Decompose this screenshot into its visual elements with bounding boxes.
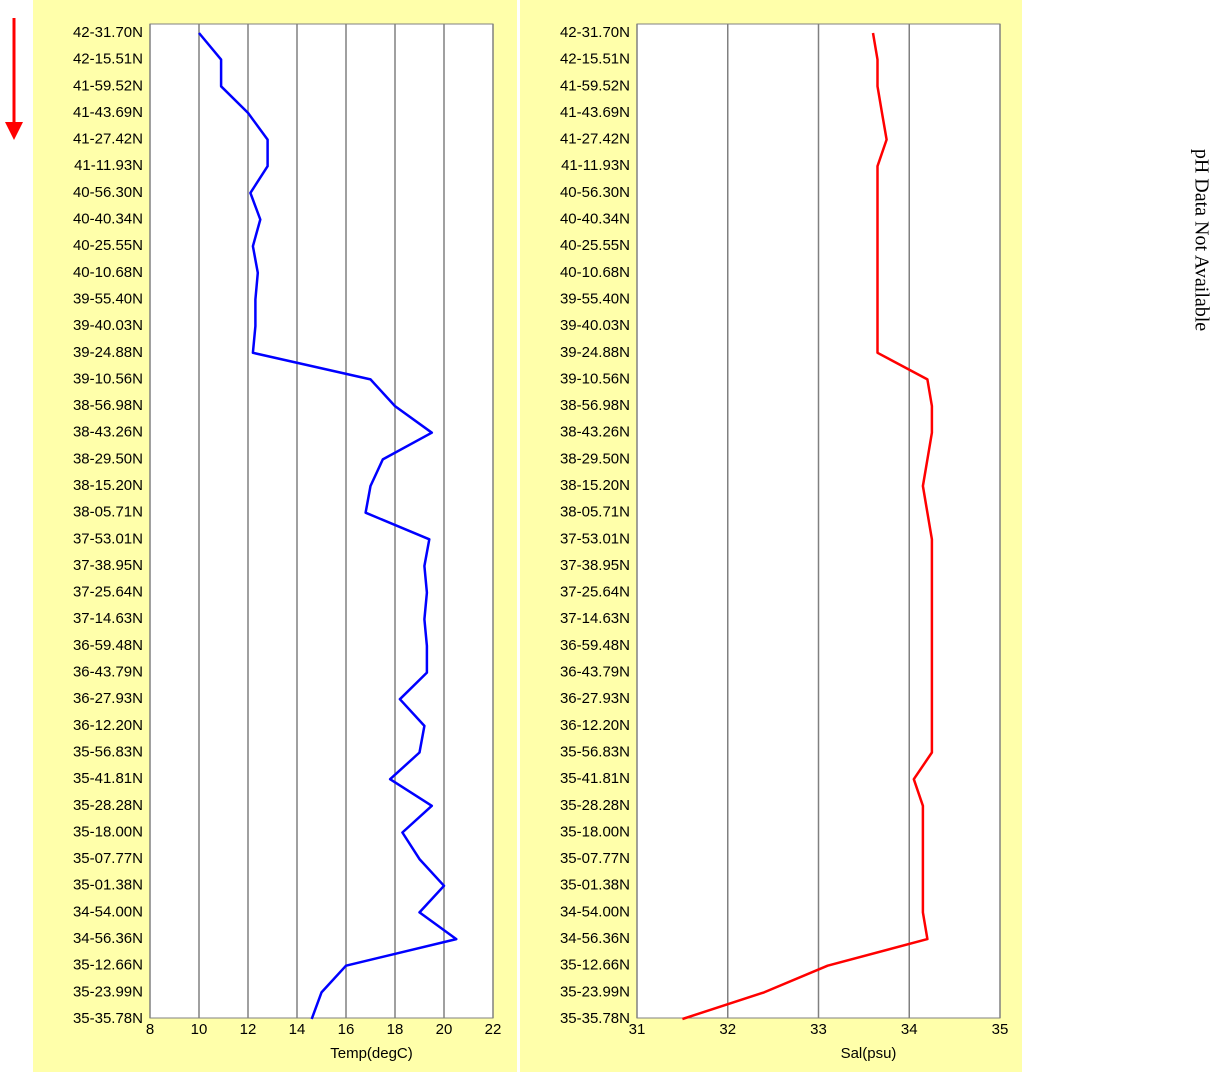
- y-tick-label: 36-43.79N: [73, 664, 143, 681]
- y-tick-label: 35-01.38N: [73, 877, 143, 894]
- y-tick-label: 41-11.93N: [561, 157, 630, 174]
- y-tick-label: 42-31.70N: [560, 24, 630, 41]
- y-tick-label: 40-10.68N: [73, 264, 143, 281]
- y-tick-label: 34-54.00N: [73, 903, 143, 920]
- x-tick-label: 10: [191, 1021, 208, 1038]
- y-tick-label: 35-12.66N: [560, 957, 630, 974]
- y-tick-label: 39-55.40N: [560, 290, 630, 307]
- y-tick-label: 35-01.38N: [560, 877, 630, 894]
- y-tick-label: 41-59.52N: [73, 77, 143, 94]
- y-tick-label: 38-56.98N: [560, 397, 630, 414]
- y-tick-label: 36-27.93N: [73, 690, 143, 707]
- y-tick-label: 38-56.98N: [73, 397, 143, 414]
- ph-note: pH Data Not Available: [1190, 149, 1212, 331]
- y-tick-label: 36-59.48N: [73, 637, 143, 654]
- y-tick-label: 35-35.78N: [73, 1010, 143, 1027]
- y-tick-label: 41-43.69N: [73, 104, 143, 121]
- x-tick-label: 22: [485, 1021, 502, 1038]
- y-tick-label: 37-38.95N: [73, 557, 143, 574]
- y-tick-label: 35-28.28N: [73, 797, 143, 814]
- y-tick-label: 35-28.28N: [560, 797, 630, 814]
- x-axis-label: Temp(degC): [330, 1045, 413, 1062]
- y-tick-label: 37-14.63N: [560, 610, 630, 627]
- x-tick-label: 12: [240, 1021, 257, 1038]
- y-tick-label: 35-23.99N: [73, 983, 143, 1000]
- y-tick-label: 35-41.81N: [73, 770, 143, 787]
- y-tick-label: 41-27.42N: [560, 131, 630, 148]
- y-tick-label: 34-56.36N: [73, 930, 143, 947]
- x-tick-label: 18: [387, 1021, 404, 1038]
- y-tick-label: 41-43.69N: [560, 104, 630, 121]
- y-tick-label: 35-07.77N: [73, 850, 143, 867]
- y-tick-label: 40-25.55N: [73, 237, 143, 254]
- y-tick-label: 40-56.30N: [560, 184, 630, 201]
- x-axis-label: Sal(psu): [841, 1045, 897, 1062]
- y-tick-label: 37-14.63N: [73, 610, 143, 627]
- y-tick-label: 39-24.88N: [560, 344, 630, 361]
- y-tick-label: 36-27.93N: [560, 690, 630, 707]
- y-tick-label: 36-43.79N: [560, 664, 630, 681]
- y-tick-label: 38-05.71N: [560, 504, 630, 521]
- y-tick-label: 39-24.88N: [73, 344, 143, 361]
- y-tick-label: 34-54.00N: [560, 903, 630, 920]
- y-tick-label: 35-18.00N: [73, 823, 143, 840]
- x-tick-label: 35: [992, 1021, 1009, 1038]
- y-tick-label: 39-55.40N: [73, 290, 143, 307]
- y-tick-label: 36-59.48N: [560, 637, 630, 654]
- y-tick-label: 39-10.56N: [73, 370, 143, 387]
- y-tick-label: 39-40.03N: [560, 317, 630, 334]
- y-tick-label: 36-12.20N: [560, 717, 630, 734]
- y-tick-label: 39-10.56N: [560, 370, 630, 387]
- x-tick-label: 32: [719, 1021, 736, 1038]
- data-line: [198, 32, 458, 1020]
- y-tick-label: 38-29.50N: [73, 450, 143, 467]
- y-tick-label: 38-15.20N: [73, 477, 143, 494]
- data-line: [682, 32, 934, 1021]
- x-tick-label: 31: [629, 1021, 646, 1038]
- y-tick-label: 38-43.26N: [560, 424, 630, 441]
- x-tick-label: 34: [901, 1021, 918, 1038]
- y-tick-label: 34-56.36N: [560, 930, 630, 947]
- y-tick-label: 40-56.30N: [73, 184, 143, 201]
- y-tick-label: 35-41.81N: [560, 770, 630, 787]
- y-tick-label: 37-38.95N: [560, 557, 630, 574]
- x-tick-label: 14: [289, 1021, 306, 1038]
- x-tick-label: 20: [436, 1021, 453, 1038]
- y-tick-label: 41-11.93N: [74, 157, 143, 174]
- y-tick-label: 37-25.64N: [73, 584, 143, 601]
- y-tick-label: 35-07.77N: [560, 850, 630, 867]
- y-tick-label: 35-56.83N: [560, 743, 630, 760]
- y-tick-label: 36-12.20N: [73, 717, 143, 734]
- y-tick-label: 40-40.34N: [73, 211, 143, 228]
- x-tick-label: 16: [338, 1021, 355, 1038]
- y-tick-label: 37-53.01N: [560, 530, 630, 547]
- y-tick-label: 41-27.42N: [73, 131, 143, 148]
- y-tick-label: 38-15.20N: [560, 477, 630, 494]
- y-tick-label: 41-59.52N: [560, 77, 630, 94]
- y-tick-label: 40-25.55N: [560, 237, 630, 254]
- y-tick-label: 35-12.66N: [73, 957, 143, 974]
- y-tick-label: 37-53.01N: [73, 530, 143, 547]
- y-tick-label: 42-15.51N: [560, 51, 630, 68]
- y-tick-label: 35-23.99N: [560, 983, 630, 1000]
- y-tick-label: 35-35.78N: [560, 1010, 630, 1027]
- y-tick-label: 39-40.03N: [73, 317, 143, 334]
- y-tick-label: 35-56.83N: [73, 743, 143, 760]
- y-tick-label: 38-29.50N: [560, 450, 630, 467]
- y-tick-label: 42-15.51N: [73, 51, 143, 68]
- x-tick-label: 8: [146, 1021, 154, 1038]
- y-tick-label: 40-40.34N: [560, 211, 630, 228]
- plot-area: [149, 23, 494, 1019]
- y-tick-label: 38-05.71N: [73, 504, 143, 521]
- arrow-head: [5, 122, 23, 140]
- y-tick-label: 42-31.70N: [73, 24, 143, 41]
- y-tick-label: 38-43.26N: [73, 424, 143, 441]
- x-tick-label: 33: [810, 1021, 827, 1038]
- y-tick-label: 40-10.68N: [560, 264, 630, 281]
- y-tick-label: 37-25.64N: [560, 584, 630, 601]
- y-tick-label: 35-18.00N: [560, 823, 630, 840]
